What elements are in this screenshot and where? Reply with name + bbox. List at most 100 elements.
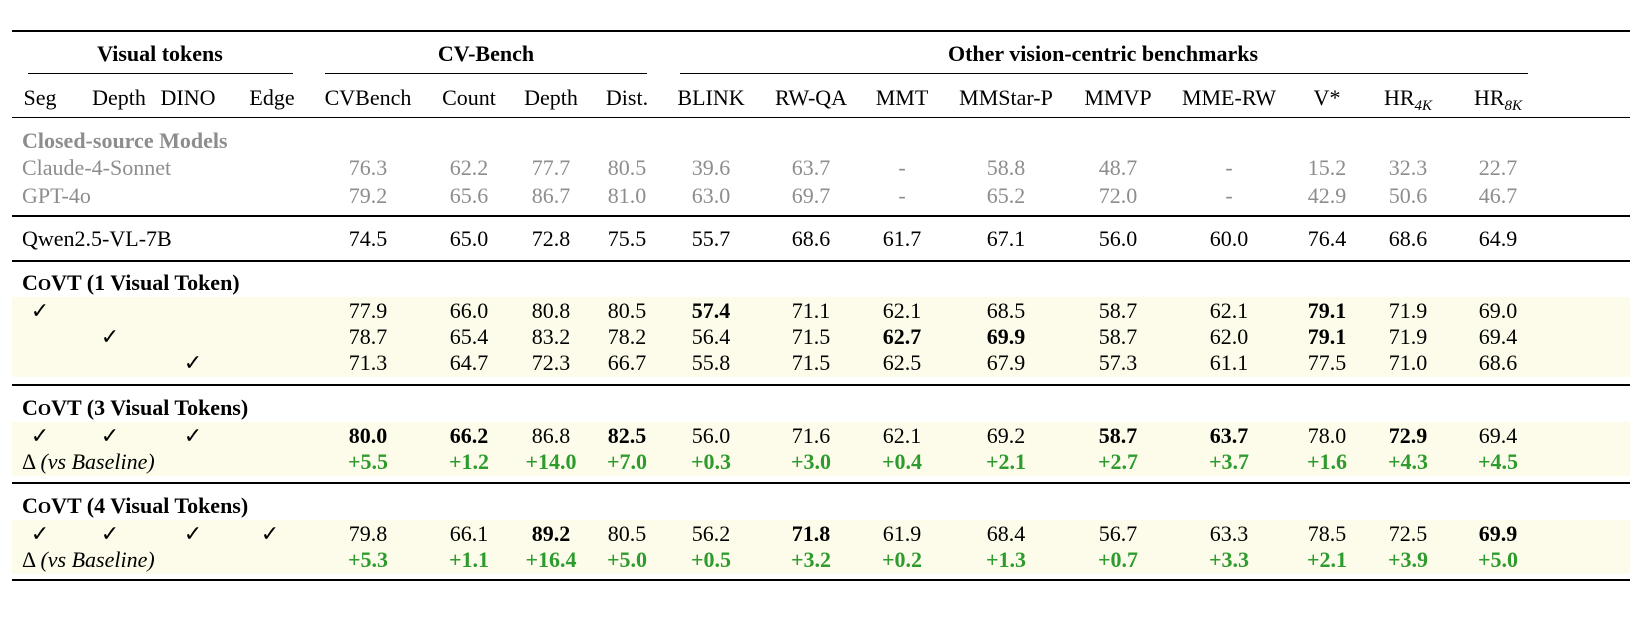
title-letter: O	[37, 275, 52, 294]
check-mark: ✓	[30, 423, 50, 448]
table-cell: 80.5	[607, 521, 647, 546]
table-cell: 61.9	[882, 521, 922, 546]
table-cell: 71.3	[348, 350, 388, 375]
column-header: MMStar-P	[959, 85, 1053, 110]
check-mark: ✓	[183, 521, 203, 546]
section-title: COVT (3 Visual Tokens)	[22, 395, 248, 423]
delta-text: (vs Baseline)	[40, 547, 155, 572]
table-cell: 56.2	[691, 521, 731, 546]
table-cell: 79.1	[1307, 324, 1347, 349]
table-cell: 76.3	[348, 155, 388, 180]
table-cell: 79.8	[348, 521, 388, 546]
table-cell: 63.7	[791, 155, 831, 180]
column-header: RW-QA	[774, 85, 848, 110]
table-cell: 72.5	[1388, 521, 1428, 546]
delta-cell: +0.7	[1097, 547, 1139, 572]
delta-cell: +5.0	[606, 547, 648, 572]
table-cell: 79.1	[1307, 298, 1347, 323]
table-cell: 56.0	[691, 423, 731, 448]
delta-cell: +5.0	[1477, 547, 1519, 572]
column-header: V*	[1313, 85, 1341, 110]
delta-cell: +7.0	[606, 449, 648, 474]
table-cell: 68.6	[1478, 350, 1518, 375]
table-cell: 46.7	[1478, 183, 1518, 208]
table-cell: 58.7	[1098, 298, 1138, 323]
table-cell: -	[1225, 155, 1233, 180]
table-cell: 77.9	[348, 298, 388, 323]
delta-symbol: Δ	[22, 449, 41, 474]
delta-cell: +0.4	[881, 449, 923, 474]
table-cell: 75.5	[607, 226, 647, 251]
delta-cell: +1.6	[1306, 449, 1348, 474]
table-cell: 65.6	[449, 183, 489, 208]
delta-cell: +5.3	[347, 547, 389, 572]
column-header: Dist.	[605, 85, 649, 110]
table-cell: 79.2	[348, 183, 388, 208]
column-header: MME-RW	[1181, 85, 1277, 110]
table-cell: 62.1	[882, 423, 922, 448]
model-name: Claude-4-Sonnet	[22, 155, 172, 180]
table-cell: 66.1	[449, 521, 489, 546]
table-cell: 67.9	[986, 350, 1026, 375]
column-header-subscript: 4K	[1414, 98, 1433, 114]
table-cell: 15.2	[1307, 155, 1347, 180]
delta-cell: +3.9	[1387, 547, 1429, 572]
table-cell: 68.4	[986, 521, 1026, 546]
section1-rule	[12, 384, 1630, 386]
group-underline-cv-bench	[325, 73, 647, 74]
table-cell: 78.5	[1307, 521, 1347, 546]
delta-cell: +5.5	[347, 449, 389, 474]
title-letter: C	[22, 270, 38, 295]
table-cell: 61.1	[1209, 350, 1249, 375]
table-cell: 82.5	[607, 423, 647, 448]
title-letter: C	[22, 395, 38, 420]
table-cell: 48.7	[1098, 155, 1138, 180]
table-cell: 77.5	[1307, 350, 1347, 375]
check-mark: ✓	[30, 298, 50, 323]
table-cell: 66.2	[449, 423, 489, 448]
table-cell: 50.6	[1388, 183, 1428, 208]
column-header: Edge	[249, 85, 295, 110]
table-cell: 39.6	[691, 155, 731, 180]
section2-highlight	[12, 422, 1630, 476]
column-header: MMT	[875, 85, 929, 110]
section2-rule	[12, 482, 1630, 484]
table-cell: 72.9	[1388, 423, 1428, 448]
section-title: Closed-source Models	[22, 128, 228, 153]
check-mark: ✓	[183, 423, 203, 448]
delta-cell: +3.2	[790, 547, 832, 572]
column-header: DINO	[160, 85, 216, 110]
table-cell: 58.7	[1098, 423, 1138, 448]
delta-cell: +0.3	[690, 449, 732, 474]
table-cell: 69.4	[1478, 324, 1518, 349]
table-cell: 66.7	[607, 350, 647, 375]
table-cell: 60.0	[1209, 226, 1249, 251]
group-underline-other	[680, 73, 1528, 74]
check-mark: ✓	[260, 521, 280, 546]
check-mark: ✓	[100, 423, 120, 448]
table-cell: 57.4	[691, 298, 731, 323]
table-cell: 63.7	[1209, 423, 1249, 448]
table-cell: 71.9	[1388, 324, 1428, 349]
table-cell: 58.8	[986, 155, 1026, 180]
table-cell: 57.3	[1098, 350, 1138, 375]
table-cell: -	[898, 155, 906, 180]
title-letter: VT	[51, 493, 82, 518]
delta-cell: +0.5	[690, 547, 732, 572]
column-header: CVBench	[324, 85, 412, 110]
group-header: CV-Bench	[437, 41, 535, 66]
column-header: HR4K	[1384, 85, 1432, 114]
title-suffix: (4 Visual Tokens)	[81, 493, 249, 518]
table-cell: 62.1	[882, 298, 922, 323]
table-cell: 65.2	[986, 183, 1026, 208]
table-cell: 62.7	[882, 324, 922, 349]
group-header: Other vision-centric benchmarks	[947, 41, 1259, 66]
table-cell: 69.2	[986, 423, 1026, 448]
table-cell: 62.2	[449, 155, 489, 180]
table-cell: 68.6	[791, 226, 831, 251]
section-title: COVT (4 Visual Tokens)	[22, 493, 248, 521]
table-cell: 56.0	[1098, 226, 1138, 251]
column-header-subscript: 8K	[1504, 98, 1523, 114]
table-cell: 56.4	[691, 324, 731, 349]
column-header-text: HR	[1383, 85, 1415, 110]
